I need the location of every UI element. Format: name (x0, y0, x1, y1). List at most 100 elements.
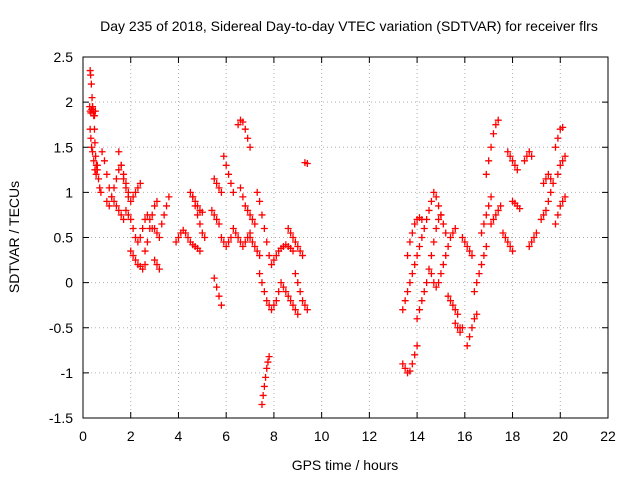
data-point (475, 270, 483, 278)
data-point (244, 134, 252, 142)
data-point (246, 234, 254, 241)
data-point (265, 353, 273, 361)
data-point (153, 261, 161, 269)
data-point (415, 306, 423, 314)
data-point (134, 184, 142, 192)
series-s13 (189, 193, 209, 241)
data-point (229, 224, 237, 232)
data-point (117, 211, 125, 219)
data-point (542, 206, 550, 214)
data-point (189, 193, 197, 201)
data-point (303, 306, 311, 314)
series-s20 (229, 224, 254, 251)
data-point (401, 297, 409, 305)
data-point (241, 125, 249, 133)
data-marks (86, 67, 569, 408)
data-point (92, 152, 100, 160)
series-s41 (463, 310, 481, 350)
data-point (143, 238, 151, 246)
y-tick-label: 0 (65, 275, 73, 291)
data-point (454, 310, 462, 318)
data-point (473, 279, 481, 287)
data-point (556, 161, 564, 169)
data-point (110, 197, 118, 205)
series-s47 (504, 148, 521, 174)
x-tick-label: 18 (505, 428, 521, 444)
y-tick-label: 2 (65, 94, 73, 110)
data-point (210, 274, 218, 282)
data-point (182, 229, 190, 237)
data-point (489, 130, 497, 138)
data-point (492, 121, 500, 129)
data-point (172, 238, 180, 246)
series-s49 (520, 148, 536, 165)
series-s44 (482, 116, 502, 178)
data-point (227, 179, 235, 187)
data-point (115, 206, 123, 214)
data-point (451, 306, 459, 314)
data-point (549, 179, 557, 187)
series-s38 (444, 292, 464, 332)
data-point (160, 211, 168, 219)
data-point (270, 301, 278, 309)
data-point (210, 175, 218, 183)
data-point (294, 279, 302, 287)
data-point (418, 234, 426, 241)
data-point (201, 234, 209, 241)
series-s46 (499, 229, 517, 255)
data-point (129, 252, 137, 260)
data-point (501, 234, 509, 241)
data-point (528, 152, 536, 160)
y-tick-label: 0.5 (54, 230, 74, 246)
data-point (423, 279, 431, 287)
data-point (103, 197, 111, 205)
data-point (222, 243, 230, 251)
data-point (268, 306, 276, 314)
data-point (547, 175, 555, 183)
data-point (265, 252, 273, 260)
data-point (88, 143, 96, 151)
data-point (127, 197, 135, 205)
data-point (404, 288, 412, 296)
data-point (468, 324, 476, 332)
data-point (264, 358, 272, 366)
data-point (544, 197, 552, 205)
data-point (134, 238, 142, 246)
data-point (258, 211, 266, 219)
data-point (544, 170, 552, 178)
data-point (540, 179, 548, 187)
data-point (487, 220, 495, 228)
data-point (466, 333, 474, 341)
data-point (234, 121, 242, 129)
series-s55 (552, 193, 569, 228)
data-point (485, 157, 493, 165)
data-point (215, 184, 223, 192)
data-point (554, 211, 562, 219)
data-point (91, 107, 99, 115)
data-point (497, 202, 505, 210)
data-point (430, 188, 438, 196)
series-s4 (98, 148, 128, 223)
data-point (90, 112, 98, 120)
data-point (537, 215, 545, 223)
data-point (487, 143, 495, 151)
data-point (540, 211, 548, 219)
series-s8 (127, 247, 149, 273)
data-point (556, 202, 564, 210)
data-point (117, 161, 125, 169)
x-tick-label: 4 (175, 428, 183, 444)
data-point (90, 157, 98, 165)
data-point (213, 215, 221, 223)
data-point (148, 211, 156, 219)
x-tick-label: 0 (79, 428, 87, 444)
series-s22 (237, 184, 259, 228)
data-point (432, 224, 440, 232)
data-point (165, 193, 173, 201)
data-point (253, 247, 261, 255)
data-point (260, 382, 268, 390)
data-point (256, 252, 264, 260)
x-tick-label: 10 (314, 428, 330, 444)
series-s51 (537, 188, 555, 223)
data-point (98, 148, 106, 156)
data-point (480, 220, 488, 228)
